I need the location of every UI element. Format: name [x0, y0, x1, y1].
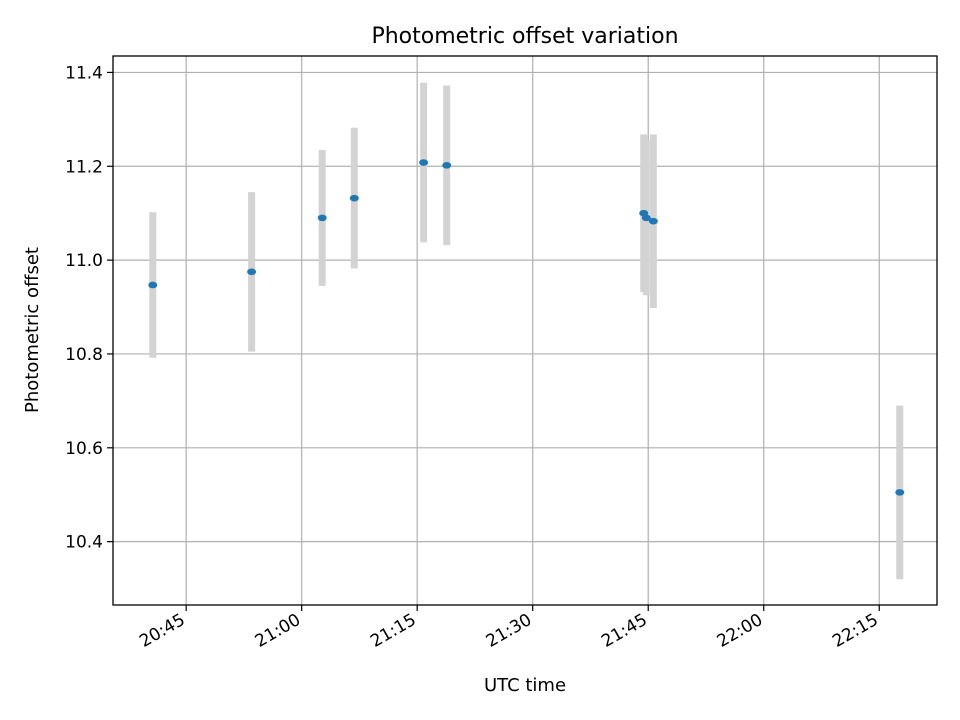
data-point	[648, 217, 658, 225]
y-axis-label: Photometric offset	[22, 247, 43, 413]
x-tick-label: 21:30	[483, 610, 535, 652]
data-point	[419, 159, 429, 166]
y-tick-label: 10.6	[65, 439, 103, 459]
x-tick-label: 22:00	[714, 610, 766, 652]
x-tick-label: 22:15	[829, 610, 881, 652]
x-tick-label: 20:45	[136, 610, 188, 652]
x-tick-label: 21:45	[598, 610, 650, 652]
x-tick-label: 21:00	[252, 610, 304, 652]
data-point	[641, 214, 651, 222]
y-tick-label: 10.4	[65, 533, 103, 553]
y-tick-label: 11.0	[65, 251, 103, 271]
data-point	[442, 162, 452, 169]
data-point	[349, 194, 359, 202]
y-tick-label: 11.4	[65, 63, 103, 83]
error-bars	[149, 82, 904, 580]
data-point	[148, 281, 158, 289]
x-axis-label: UTC time	[484, 675, 566, 696]
y-tick-label: 11.2	[65, 157, 103, 177]
axis-ticks: 20:45 21:00 21:15 21:30 21:45 22:00 22:15 10.4 1…	[65, 63, 882, 651]
chart-title: Photometric offset variation	[371, 24, 678, 49]
x-tick-label: 21:15	[367, 610, 419, 652]
y-tick-label: 10.8	[65, 345, 103, 365]
data-point	[895, 489, 905, 496]
data-points	[148, 159, 905, 496]
data-point	[247, 268, 257, 276]
grid	[113, 56, 937, 605]
data-point	[317, 214, 327, 222]
plot-frame	[112, 55, 938, 606]
